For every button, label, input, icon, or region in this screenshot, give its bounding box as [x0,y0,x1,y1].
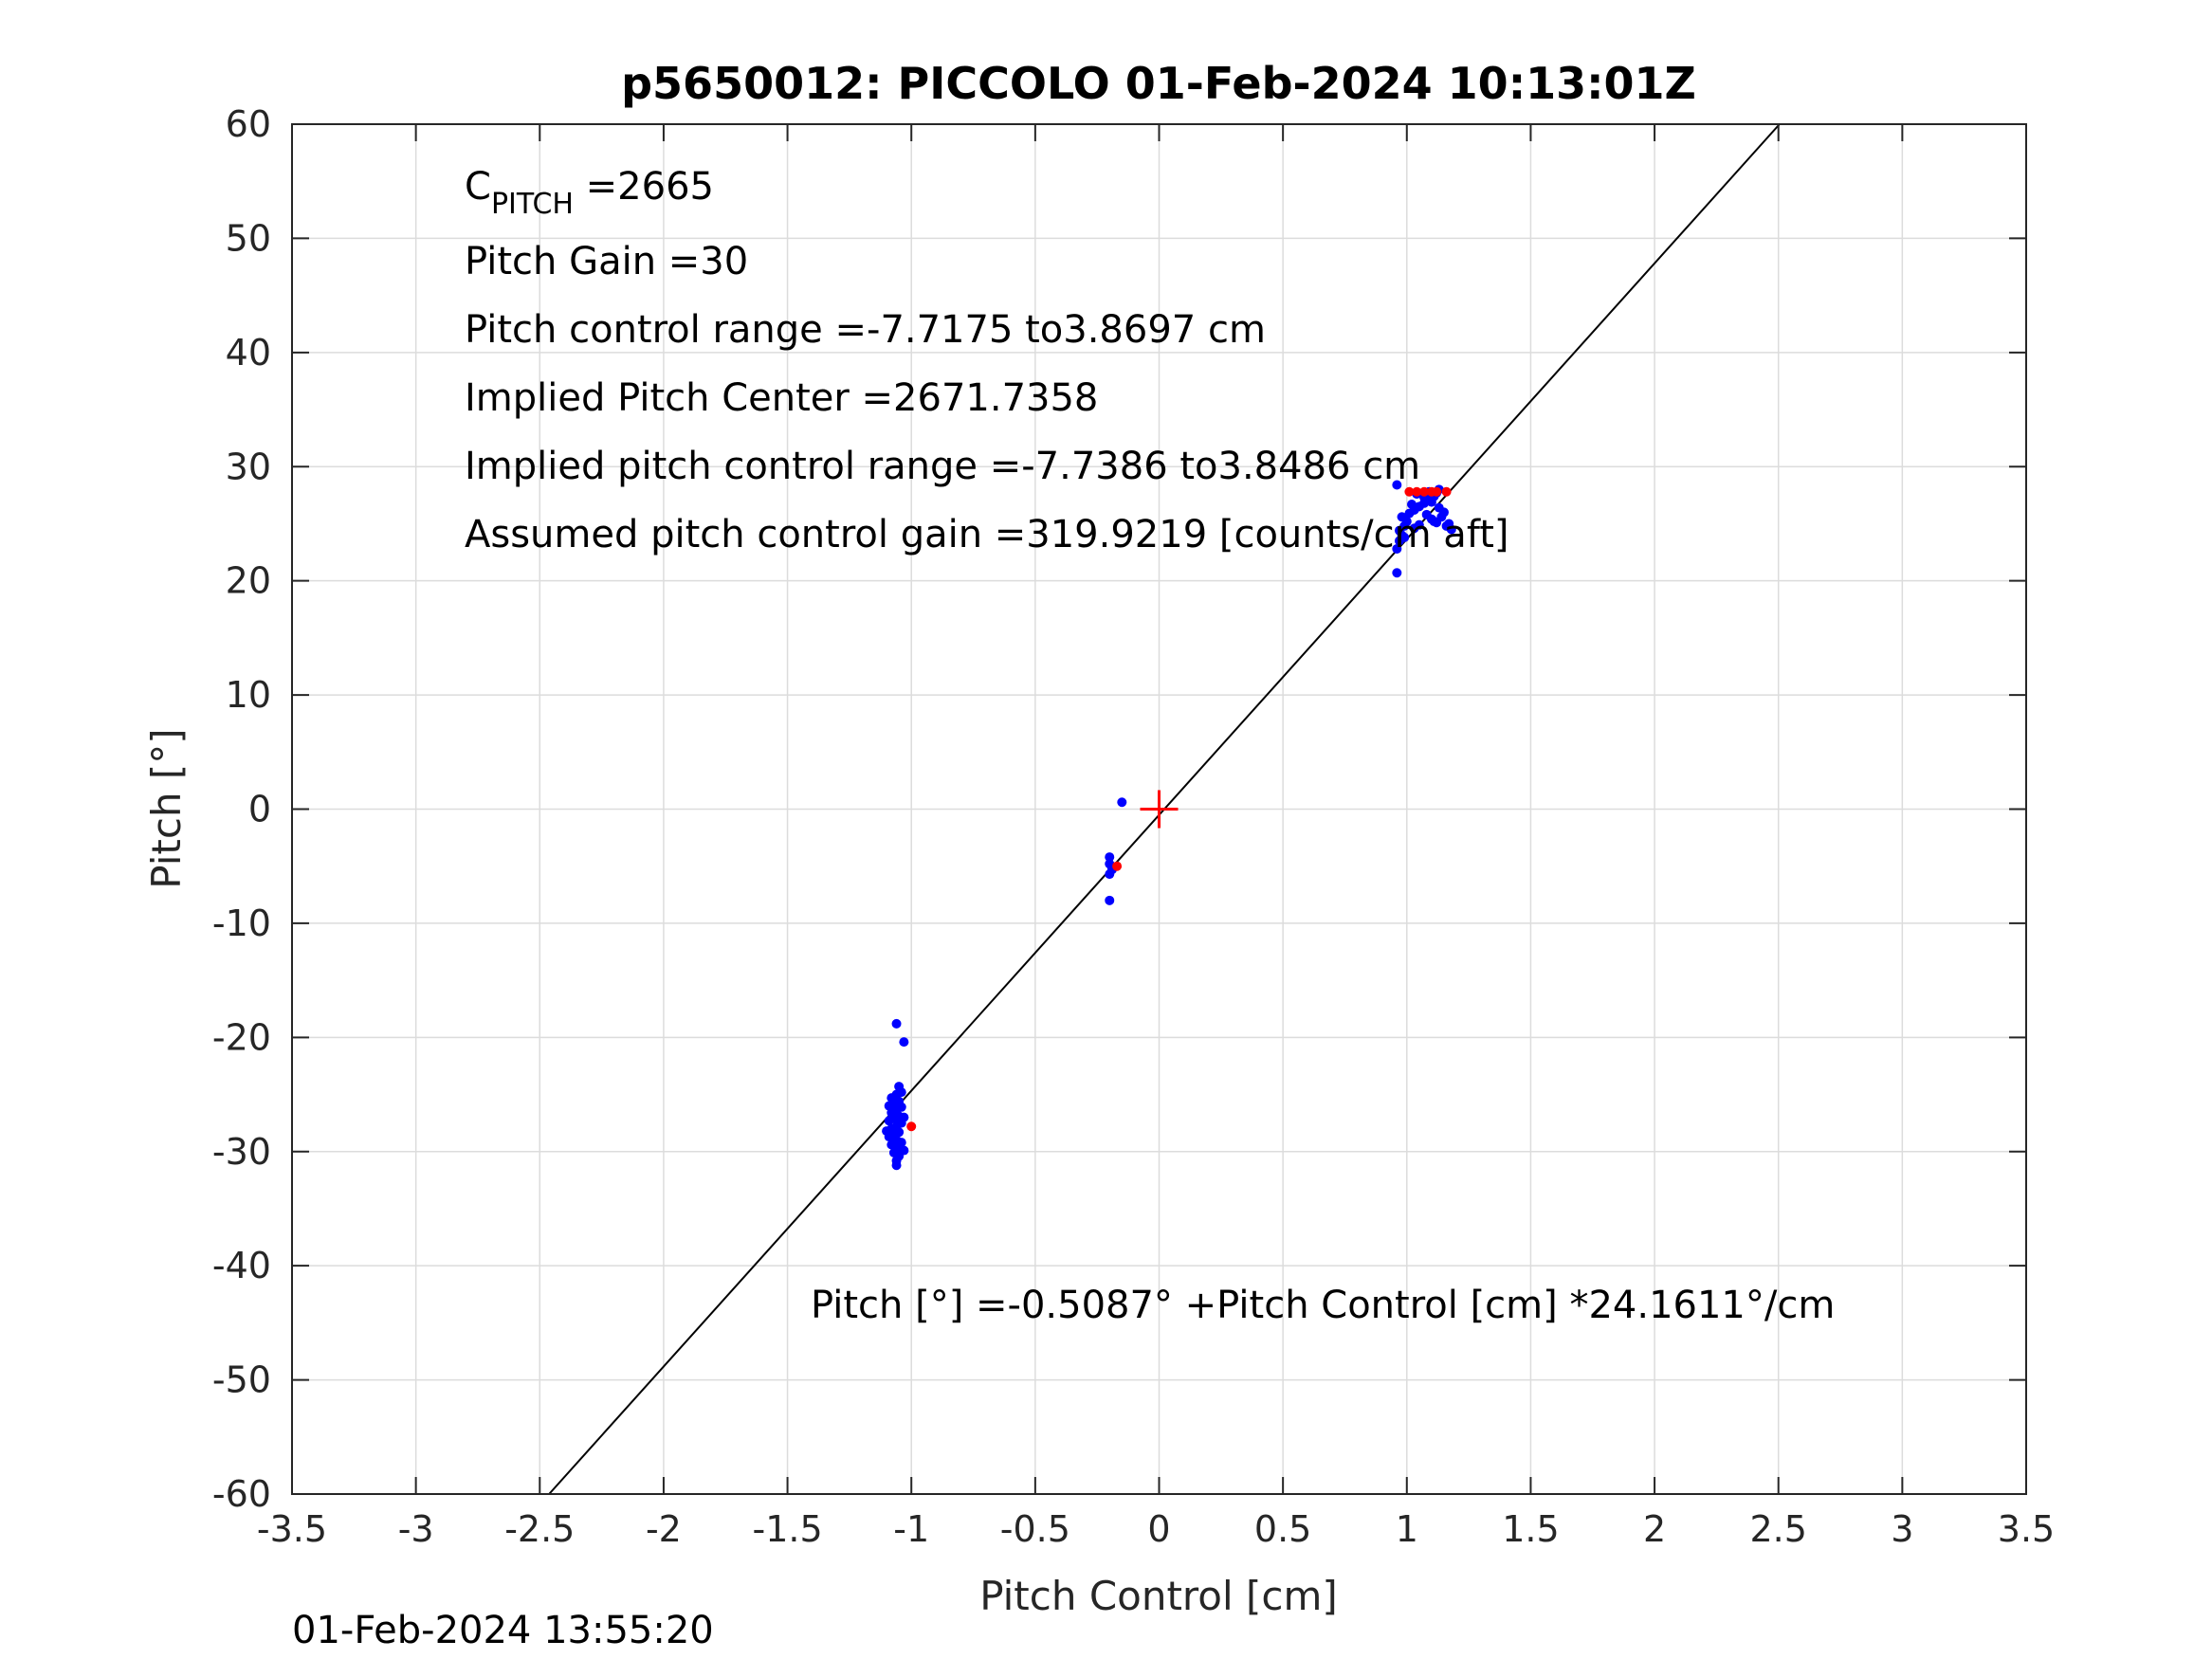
y-tick-label: 40 [226,332,271,374]
center-marker-group [1140,790,1179,829]
data-point [884,1101,894,1111]
data-point [899,1112,909,1122]
data-point [1392,543,1402,554]
x-tick-label: 3.5 [1998,1508,2055,1550]
data-point [1441,486,1452,497]
data-point [1112,861,1123,871]
y-tick-label: 30 [226,446,271,487]
y-tick-label: 0 [248,789,271,830]
x-axis-label: Pitch Control [cm] [979,1573,1338,1619]
data-point [1392,480,1402,490]
data-point [1434,502,1444,513]
data-points [882,480,1456,1171]
fit-equation: Pitch [°] =-0.5087° +Pitch Control [cm] … [811,1284,1835,1327]
y-tick-label: 10 [226,674,271,716]
data-point [899,1037,909,1048]
x-tick-label: 0.5 [1254,1508,1311,1550]
x-tick-label: -2 [646,1508,682,1550]
chart-title: p5650012: PICCOLO 01-Feb-2024 10:13:01Z [621,58,1696,109]
x-tick-label: 1 [1396,1508,1418,1550]
data-point [1117,797,1127,808]
data-point [1432,486,1442,497]
x-tick-label: -1.5 [752,1508,822,1550]
data-point [1444,519,1454,529]
y-tick-label: 50 [226,217,271,259]
annotation-implied-control-range: Implied pitch control range =-7.7386 to3… [465,445,1420,488]
y-tick-label: 20 [226,560,271,602]
y-tick-label: 60 [226,103,271,145]
data-point [1397,512,1407,522]
y-tick-label: -50 [212,1359,271,1401]
y-tick-label: -60 [212,1473,271,1515]
footer-timestamp: 01-Feb-2024 13:55:20 [292,1609,714,1652]
y-tick-labels: -60 -50 -40 -30 -20 -10 0 10 20 30 40 50 60 [212,103,271,1515]
data-point [891,1160,902,1171]
x-tick-label: -0.5 [1000,1508,1070,1550]
data-point [884,1116,894,1126]
annotation-implied-pitch-center: Implied Pitch Center =2671.7358 [465,376,1098,420]
data-point [891,1018,902,1029]
data-point [906,1121,917,1132]
data-point [1105,869,1115,880]
y-axis-label: Pitch [°] [143,728,190,888]
x-tick-label: 1.5 [1502,1508,1559,1550]
data-point [1419,486,1430,497]
data-point [1412,486,1422,497]
data-point [1105,895,1115,905]
data-point [1426,497,1436,507]
x-tick-label: -3.5 [257,1508,327,1550]
x-tick-label: -3 [398,1508,434,1550]
annotation-pitch-gain: Pitch Gain =30 [465,240,748,283]
data-point [1404,486,1415,497]
y-tick-label: -20 [212,1016,271,1058]
data-point [882,1126,892,1137]
annotation-pitch-control-range: Pitch control range =-7.7175 to3.8697 cm [465,308,1266,352]
x-tick-label: 2.5 [1749,1508,1806,1550]
y-tick-label: -30 [212,1131,271,1173]
data-point [1429,517,1439,527]
y-tick-label: -40 [212,1245,271,1286]
x-tick-label: 0 [1147,1508,1170,1550]
data-point [1409,523,1419,534]
x-tick-label: -2.5 [504,1508,575,1550]
y-tick-label: -10 [212,902,271,944]
x-tick-label: 2 [1643,1508,1666,1550]
data-point [1407,499,1417,509]
x-tick-label: 3 [1891,1508,1913,1550]
axis-ticks [291,123,2027,1495]
data-point [1392,568,1402,578]
data-point [1105,852,1115,863]
x-tick-label: -1 [893,1508,929,1550]
x-tick-labels: -3.5 -3 -2.5 -2 -1.5 -1 -0.5 0 0.5 1 1.5 2 2.5 3 3.5 [257,1508,2055,1550]
annotation-cpitch: CPITCH =2665 [465,165,714,221]
data-point [1399,532,1410,542]
annotation-assumed-control-gain: Assumed pitch control gain =319.9219 [co… [465,513,1508,556]
